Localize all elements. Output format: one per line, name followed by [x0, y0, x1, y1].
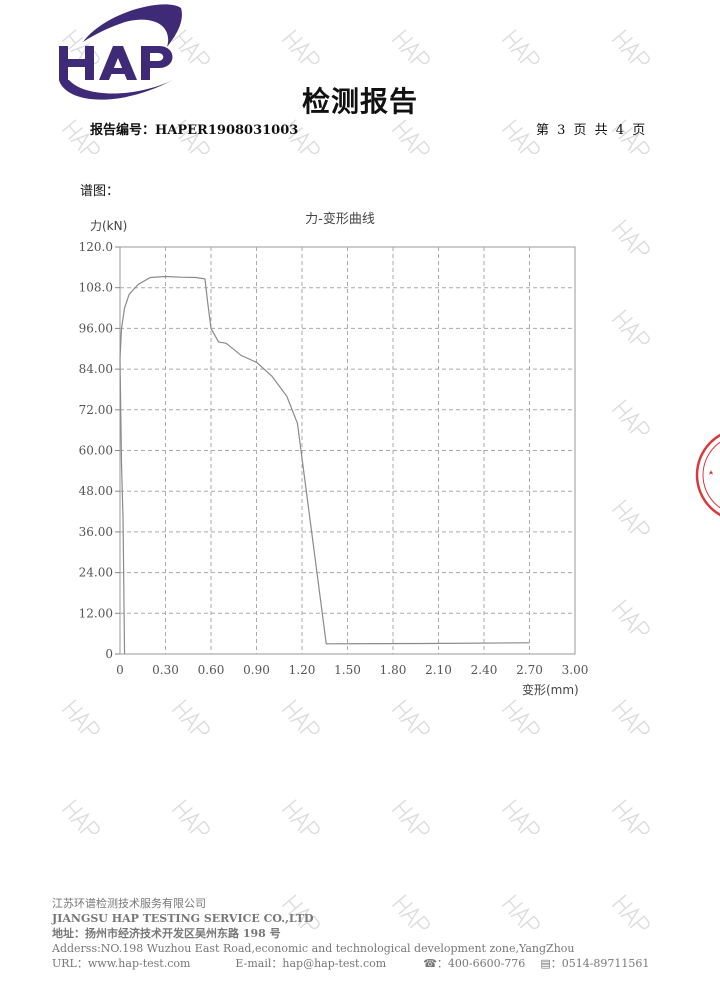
watermark: [389, 797, 434, 845]
y-tick-label: 120.0: [79, 240, 113, 254]
website-link[interactable]: URL：www.hap-test.com: [52, 957, 191, 970]
y-tick-label: 24.00: [79, 566, 113, 580]
y-tick-label: 108.0: [79, 281, 113, 295]
company-name-cn: 江苏环谱检测技术服务有限公司: [52, 897, 206, 910]
email-link[interactable]: E-mail：hap@hap-test.com: [235, 957, 387, 970]
watermark: [169, 797, 214, 845]
force-deformation-chart: 力-变形曲线 力(kN) 变形(mm) 0 0.30 0.60 0.90 1.20 1.5…: [79, 211, 589, 697]
watermark: [609, 307, 654, 355]
watermark: [389, 697, 434, 745]
logo-lettering: [59, 46, 173, 80]
watermark: [609, 397, 654, 445]
watermark: [279, 697, 324, 745]
official-stamp: [695, 433, 720, 517]
watermark: [59, 697, 104, 745]
watermark: [59, 797, 104, 845]
x-tick-label: 2.40: [471, 663, 498, 677]
x-tick-label: 1.20: [289, 663, 316, 677]
x-tick-label: 0: [116, 663, 124, 677]
watermark: [499, 797, 544, 845]
fax-icon: ▤: [540, 957, 551, 970]
watermark: [609, 27, 654, 75]
phone-number: ：400-6600-776: [436, 957, 526, 970]
x-tick-label: 1.80: [380, 663, 407, 677]
chart-title: 力-变形曲线: [305, 211, 375, 227]
x-tick-label: 3.00: [562, 663, 589, 677]
x-tick-label: 2.70: [516, 663, 543, 677]
x-tick-label: 0.30: [152, 663, 179, 677]
force-deformation-curve: [119, 275, 530, 655]
y-tick-label: 0: [105, 647, 113, 661]
y-tick-label: 96.00: [79, 321, 113, 335]
phone-icon: ☎: [423, 957, 437, 970]
page-title: 检测报告: [301, 85, 418, 118]
x-tick-label: 0.90: [243, 663, 270, 677]
y-axis-label: 力(kN): [90, 219, 127, 233]
company-name-en: JIANGSU HAP TESTING SERVICE CO.,LTD: [52, 912, 314, 925]
x-tick-label: 2.10: [425, 663, 452, 677]
contact-row: URL：www.hap-test.com E-mail：hap@hap-test…: [52, 956, 649, 971]
y-tick-label: 60.00: [79, 444, 113, 458]
y-tick-label: 36.00: [79, 525, 113, 539]
x-tick-label: 1.50: [334, 663, 361, 677]
x-tick-label: 0.60: [198, 663, 225, 677]
watermark: [609, 597, 654, 645]
watermark: [389, 27, 434, 75]
x-axis-label: 变形(mm): [522, 682, 579, 697]
section-label: 谱图：: [80, 184, 120, 199]
watermark: [499, 27, 544, 75]
watermark: [389, 117, 434, 165]
watermark: [609, 497, 654, 545]
watermark: [609, 217, 654, 265]
watermark: [609, 697, 654, 745]
watermark: [279, 797, 324, 845]
y-tick-label: 72.00: [79, 403, 113, 417]
report-number: 报告编号：HAPER1908031003: [90, 123, 299, 138]
address-cn: 地址：扬州市经济技术开发区吴州东路 198 号: [52, 927, 281, 940]
footer: 江苏环谱检测技术服务有限公司 JIANGSU HAP TESTING SERVI…: [52, 896, 649, 971]
y-tick-label: 84.00: [79, 362, 113, 376]
page-info: 第 3 页 共 4 页: [536, 123, 646, 138]
fax-number: ：0514-89711561: [550, 957, 650, 970]
watermark: [169, 697, 214, 745]
watermark: [279, 27, 324, 75]
watermark: [609, 797, 654, 845]
watermark: [499, 697, 544, 745]
y-tick-label: 48.00: [79, 484, 113, 498]
y-tick-label: 12.00: [79, 606, 113, 620]
hap-logo: [59, 4, 182, 100]
address-en: Adderss:NO.198 Wuzhou East Road,economic…: [52, 942, 575, 955]
